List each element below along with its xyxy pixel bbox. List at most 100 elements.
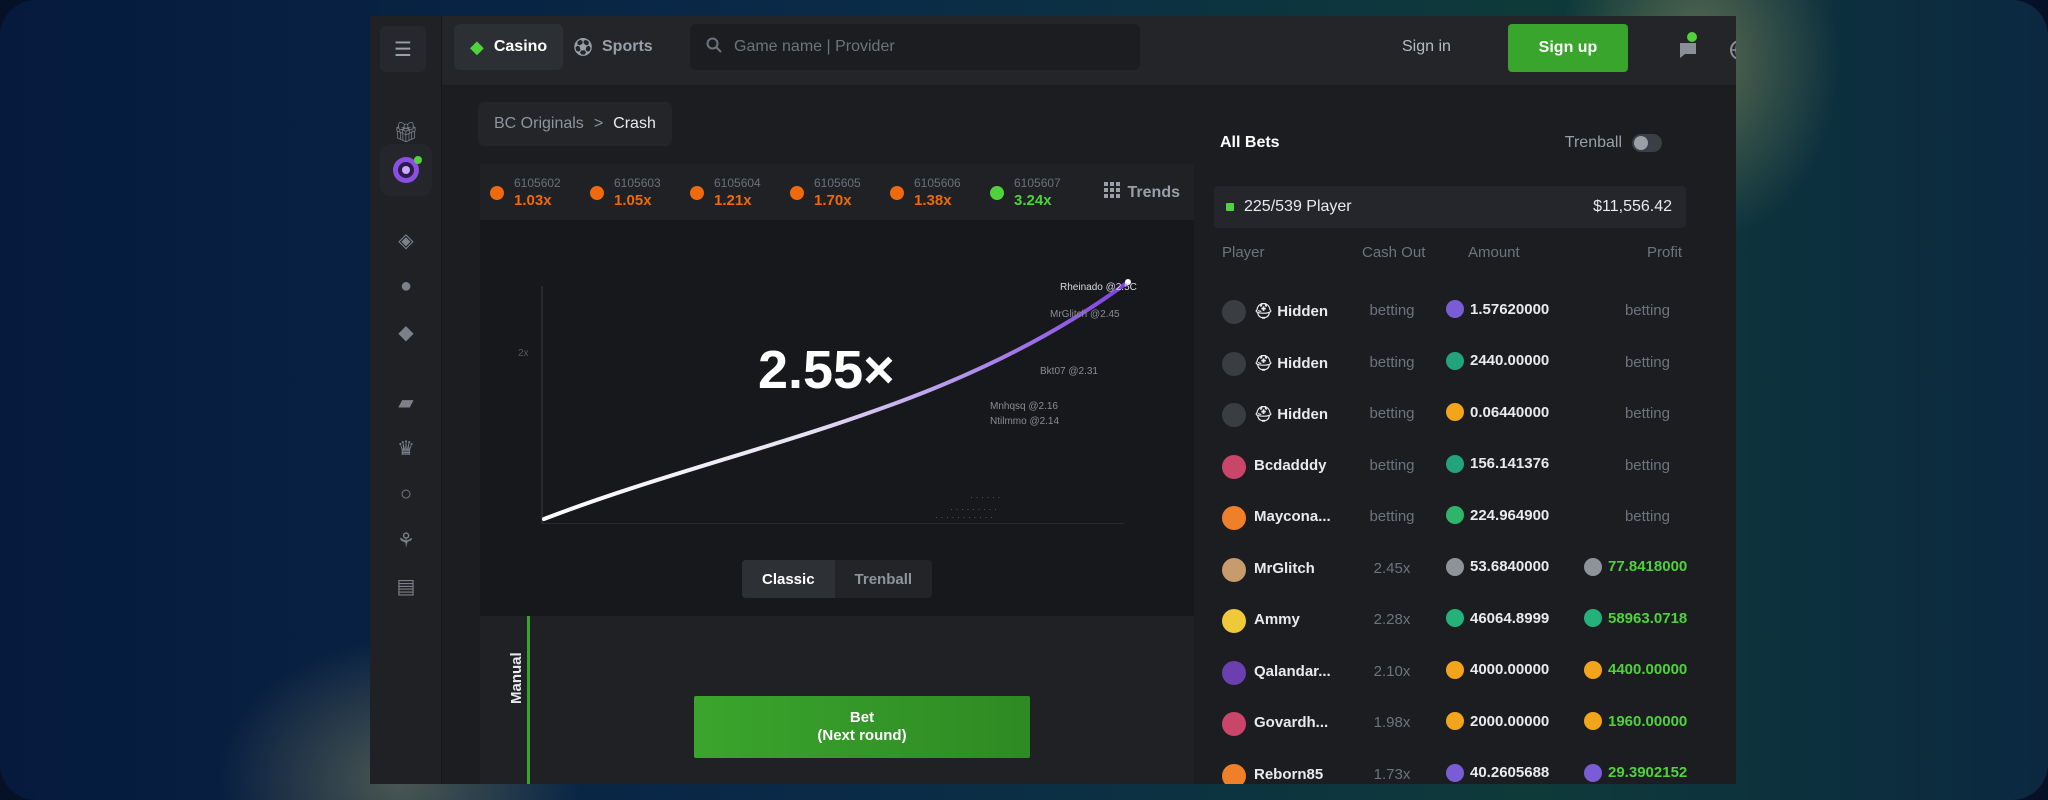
bet-row[interactable]: MrGlitch 2.45x 53.6840000 77.8418000 [1210,544,1690,596]
crash-game-panel: 6105602 1.03x 6105603 1.05x 6105604 1.21x 6105… [480,164,1194,784]
trenball-toggle[interactable]: Trenball [1565,134,1662,152]
avatar[interactable] [1222,506,1246,530]
history-multiplier: 1.70x [814,192,852,209]
bet-amount: 156.141376 [1446,454,1549,473]
bet-button[interactable]: Bet (Next round) [694,696,1030,758]
cashout-label: Ntilmmo @2.14 [990,416,1059,427]
history-item[interactable]: 6105603 1.05x [580,164,680,220]
history-item[interactable]: 6105606 1.38x [880,164,980,220]
cashout-value: 2.10x [1373,662,1411,680]
profit-value: betting [1624,508,1670,525]
cashout-value: 2.28x [1373,611,1411,628]
sports-ball-icon[interactable]: ● [399,274,413,297]
y-tick-label: 2x [518,348,529,359]
bet-row[interactable]: ⛑︎ Hidden betting 2440.00000 betting [1210,338,1690,390]
column-profit: Profit [1646,244,1682,261]
breadcrumb-parent[interactable]: BC Originals [494,115,584,132]
promo-tag-icon[interactable]: ▰ [398,391,414,414]
player-name-text: Bcdadddy [1254,456,1327,474]
coin-icon [1446,557,1464,576]
search-input[interactable]: Game name | Provider [690,24,1140,70]
online-dot [1226,203,1234,211]
bet-row[interactable]: Govardh... 1.98x 2000.00000 1960.00000 [1210,698,1690,750]
mode-classic-button[interactable]: Classic [742,560,835,598]
coin-icon [1446,351,1464,370]
incognito-icon: ⛑︎ [1254,406,1278,423]
player-name[interactable]: Govardh... [1254,714,1328,731]
bet-row[interactable]: Bcdadddy betting 156.141376 betting [1210,441,1690,493]
player-name[interactable]: Bcdadddy [1254,457,1327,474]
menu-icon[interactable]: ☰ [380,26,426,72]
bet-amount-value: 0.06440000 [1470,403,1550,421]
avatar[interactable] [1222,712,1246,736]
profit-value: betting [1624,353,1670,371]
sign-up-button[interactable]: Sign up [1508,24,1628,72]
bet-amount: 2000.00000 [1446,712,1549,730]
bet-row[interactable]: Qalandar... 2.10x 4000.00000 4400.00000 [1210,647,1690,699]
profit-amount: 58963.0718 [1608,609,1688,627]
chat-bubble-icon[interactable] [1674,36,1702,64]
gift-icon[interactable]: 🎁︎ [393,121,419,144]
bet-row[interactable]: Maycona... betting 224.964900 betting [1210,492,1690,544]
sign-in-link[interactable]: Sign in [1402,38,1451,55]
tab-casino[interactable]: ◆ Casino [454,24,564,70]
player-name[interactable]: Ammy [1254,611,1300,628]
avatar[interactable] [1222,351,1246,376]
bet-amount-value: 2000.00000 [1470,712,1550,730]
profit-value: 1960.00000 [1584,712,1687,730]
bet-row[interactable]: Ammy 2.28x 46064.8999 58963.0718 [1210,595,1690,647]
casino-icon[interactable]: ◈ [398,229,414,252]
player-count: 225/539 Player [1244,198,1352,215]
bet-amount-value: 2440.00000 [1470,352,1550,369]
bet-row[interactable]: ⛑︎ Hidden betting 0.06440000 betting [1210,389,1690,441]
player-name-text: Hidden [1277,354,1329,372]
manual-tab[interactable]: Manual [480,616,530,784]
avatar[interactable] [1222,609,1246,633]
bet-row[interactable]: ⛑︎ Hidden betting 1.57620000 betting [1210,286,1690,338]
avatar[interactable] [1222,557,1246,582]
history-item[interactable]: 6105602 1.03x [480,164,580,220]
player-name[interactable]: ⛑︎ Hidden [1254,354,1328,372]
player-name[interactable]: MrGlitch [1254,560,1315,577]
bet-amount-value: 1.57620000 [1470,300,1550,318]
tab-sports[interactable]: ⚽︎ Sports [558,24,669,70]
vip-crown-icon[interactable]: ♛ [397,437,415,460]
mode-trenball-button[interactable]: Trenball [854,570,913,588]
history-item[interactable]: 6105604 1.21x [680,164,780,220]
search-placeholder: Game name | Provider [734,38,895,55]
incognito-icon: ⛑︎ [1254,303,1278,320]
originals-target-icon[interactable] [380,144,432,196]
history-dot [790,186,804,200]
player-name[interactable]: Qalandar... [1254,663,1331,680]
trends-button[interactable]: Trends [1103,182,1180,203]
tab-casino-label: Casino [493,38,548,55]
bet-row[interactable]: Reborn85 1.73x 40.2605688 29.3902152 [1210,750,1690,784]
coin-icon [1446,609,1464,627]
player-name[interactable]: Maycona... [1254,508,1331,525]
manual-tab-label: Manual [508,652,525,704]
bet-amount-value: 224.964900 [1470,506,1550,524]
avatar[interactable] [1222,660,1246,685]
bet-amount: 53.6840000 [1446,557,1549,576]
toggle-switch[interactable] [1632,134,1662,152]
search-icon [706,37,722,58]
player-name[interactable]: Reborn85 [1254,766,1323,783]
avatar[interactable] [1222,403,1246,427]
history-item[interactable]: 6105605 1.70x [780,164,880,220]
avatar[interactable] [1222,454,1246,479]
cashout-label: Bkt07 @2.31 [1040,366,1098,377]
ticket-icon[interactable]: ◆ [398,321,414,344]
all-bets-panel: All Bets Trenball 225/539 Player $11,556… [1210,100,1710,784]
partner-icon[interactable]: ⚘ [397,529,415,552]
bets-table-body: ⛑︎ Hidden betting 1.57620000 betting ⛑︎ Hidd… [1210,286,1690,784]
avatar[interactable] [1222,763,1246,784]
history-item[interactable]: 6105607 3.24x [980,164,1080,220]
chat-icon[interactable]: ▤ [396,575,416,598]
player-name[interactable]: ⛑︎ Hidden [1254,302,1328,320]
player-name[interactable]: ⛑︎ Hidden [1254,405,1328,423]
avatar[interactable] [1222,300,1246,324]
bet-amount: 4000.00000 [1446,660,1549,679]
globe-icon[interactable] [1726,36,1736,64]
profit-value: betting [1624,302,1670,319]
support-icon[interactable]: ○ [399,482,413,505]
